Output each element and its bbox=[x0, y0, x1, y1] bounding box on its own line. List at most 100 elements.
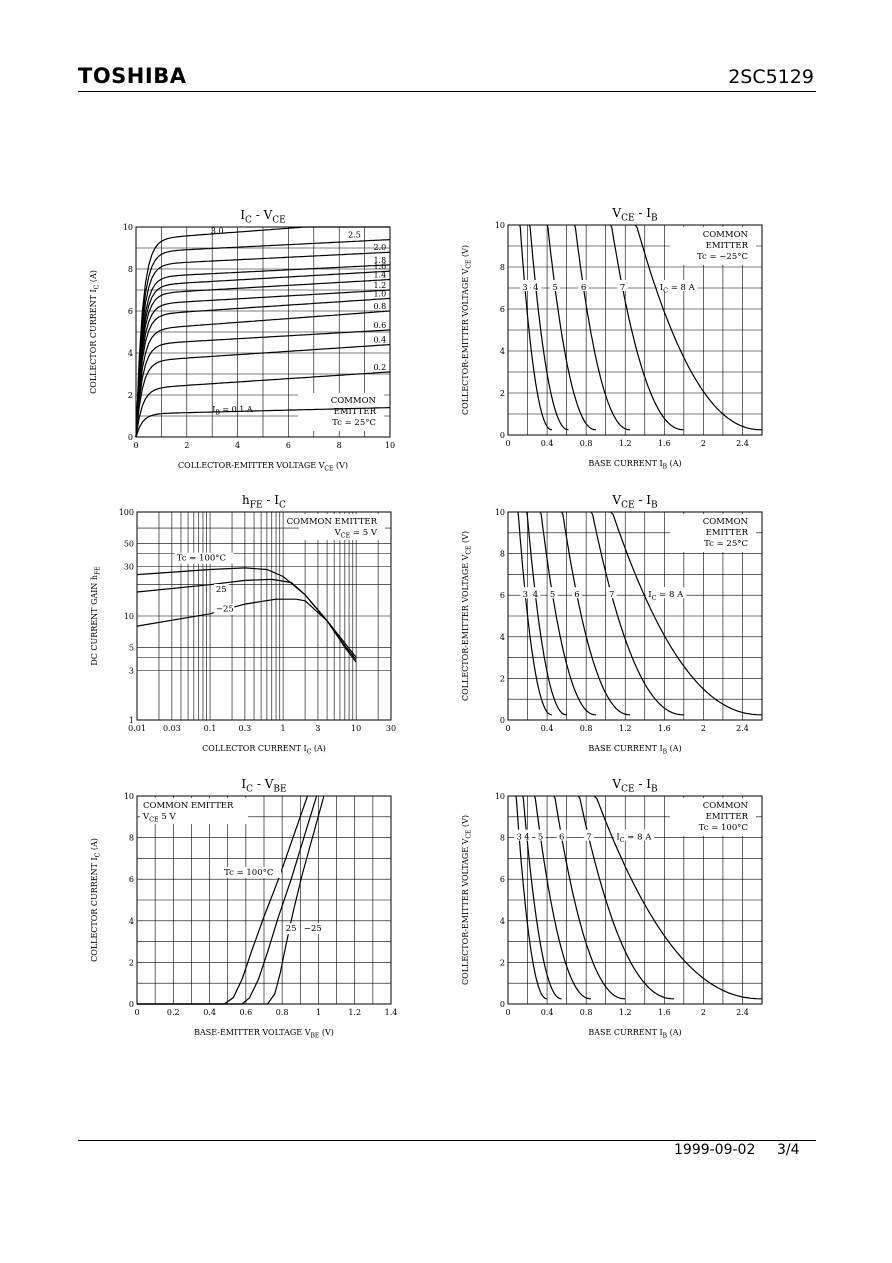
label-bg bbox=[301, 923, 323, 935]
plot-frame bbox=[135, 226, 391, 438]
label-bg bbox=[213, 603, 235, 615]
curves bbox=[136, 567, 357, 663]
series-label: 7 bbox=[586, 833, 591, 843]
part-number: 2SC5129 bbox=[728, 66, 814, 88]
x-tick-label: 0 bbox=[505, 1008, 510, 1017]
x-tick-label: 0.2 bbox=[167, 1008, 180, 1017]
series-label: 7 bbox=[620, 283, 625, 293]
y-tick-label: 0 bbox=[500, 1000, 505, 1009]
label-bg bbox=[514, 829, 525, 841]
curve-0 bbox=[137, 795, 309, 1005]
chart-vce_ib_25: 0 0.4 0.8 1.2 1.6 2 2.4 0 2 4 6 8 10 VCE​ - IB​ BASE C… bbox=[461, 493, 763, 755]
x-tick-label: 1 bbox=[316, 1008, 321, 1017]
y-tick-label: 2 bbox=[500, 674, 505, 683]
x-axis-label: BASE-EMITTER VOLTAGE VBE​ (V) bbox=[194, 1028, 334, 1039]
series-label: 6 bbox=[581, 283, 586, 293]
chart-ic_vce: 0 2 4 6 8 10 0 2 4 6 8 10 IC​ - VCE​ COLLECTOR-EMITTE… bbox=[89, 208, 395, 472]
x-tick-label: 0 bbox=[134, 1008, 139, 1017]
x-tick-label: 0.8 bbox=[580, 1008, 593, 1017]
series-label: 3.0 bbox=[211, 226, 224, 235]
y-tick-label: 30 bbox=[124, 562, 134, 571]
annotation-text: Tc = 25°C bbox=[704, 539, 748, 549]
curve-ic-4 bbox=[528, 224, 569, 431]
annotation-text: VCE​ 5 V bbox=[142, 812, 176, 824]
curve-ic-8 bbox=[593, 795, 762, 1000]
series-label: 0.2 bbox=[373, 363, 386, 372]
curve-ib-0.4 bbox=[135, 344, 391, 438]
chart-title: IC​ - VBE​ bbox=[241, 777, 286, 795]
curve-ic-5 bbox=[546, 224, 596, 431]
curve-1 bbox=[136, 578, 357, 661]
curve-ic-5 bbox=[539, 511, 596, 716]
chart-title: IC​ - VCE​ bbox=[240, 208, 285, 226]
y-tick-label: 1 bbox=[129, 716, 134, 725]
header-rule bbox=[78, 91, 816, 92]
y-axis-label: COLLECTOR-EMITTER VOLTAGE VCE​ (V) bbox=[461, 815, 472, 985]
x-tick-label: 0.8 bbox=[580, 439, 593, 448]
x-tick-label: 3 bbox=[315, 724, 320, 733]
x-tick-label: 0 bbox=[505, 439, 510, 448]
series-label: 1.4 bbox=[373, 271, 386, 280]
brand-logo: TOSHIBA bbox=[78, 64, 187, 88]
x-tick-label: 2 bbox=[184, 441, 189, 450]
series-label: 25 bbox=[216, 585, 227, 595]
y-tick-label: 4 bbox=[129, 917, 134, 926]
x-tick-label: 2.4 bbox=[736, 724, 749, 733]
annotation-text: COMMON bbox=[331, 396, 377, 406]
y-tick-label: 4 bbox=[128, 349, 133, 358]
annotation-text: COMMON bbox=[703, 801, 749, 811]
y-tick-label: 100 bbox=[119, 508, 134, 517]
label-bg bbox=[547, 587, 558, 599]
label-bg bbox=[606, 587, 617, 599]
y-tick-label: 2 bbox=[500, 958, 505, 967]
y-tick-label: 8 bbox=[129, 834, 134, 843]
x-tick-label: 30 bbox=[386, 724, 396, 733]
x-tick-label: 1.6 bbox=[658, 724, 671, 733]
label-bg bbox=[578, 280, 589, 291]
label-bg bbox=[583, 829, 594, 841]
label-bg bbox=[174, 552, 234, 564]
chart-hfe_ic: 0.01 0.03 0.1 0.3 1 3 10 30 1 3 5 10 30 50 100 hFE​ - I… bbox=[90, 493, 396, 755]
x-tick-label: 1.2 bbox=[619, 1008, 632, 1017]
series-label: −25 bbox=[216, 605, 234, 615]
y-tick-label: 4 bbox=[500, 917, 505, 926]
curve-ib-0.1 bbox=[135, 407, 391, 438]
footer-rule bbox=[78, 1140, 816, 1141]
x-tick-label: 6 bbox=[286, 441, 291, 450]
y-tick-label: 6 bbox=[129, 875, 134, 884]
series-label: 3 bbox=[523, 590, 528, 600]
grid bbox=[137, 796, 391, 1004]
x-tick-label: 1.2 bbox=[619, 724, 632, 733]
x-tick-label: 1 bbox=[281, 724, 286, 733]
series-label: 7 bbox=[609, 590, 614, 600]
curve-ib-1.2 bbox=[135, 289, 391, 438]
series-label: 6 bbox=[574, 590, 579, 600]
series-label: IC​ = 8 A bbox=[616, 833, 652, 845]
x-tick-label: 8 bbox=[337, 441, 342, 450]
y-tick-label: 8 bbox=[500, 550, 505, 559]
y-tick-label: 5 bbox=[129, 643, 134, 652]
annotation-text: Tc = 25°C bbox=[332, 418, 376, 428]
x-tick-label: 0.6 bbox=[239, 1008, 252, 1017]
y-tick-label: 10 bbox=[495, 792, 505, 801]
annotation-bg bbox=[298, 393, 384, 431]
label-bg bbox=[646, 587, 687, 599]
y-tick-label: 8 bbox=[500, 834, 505, 843]
x-tick-label: 10 bbox=[385, 441, 395, 450]
plot-frame bbox=[507, 795, 763, 1005]
label-bg bbox=[213, 584, 229, 596]
series-label: 5 bbox=[550, 590, 555, 600]
series-label: 1.6 bbox=[373, 262, 386, 271]
y-axis-label: COLLECTOR-EMITTER VOLTAGE VCE​ (V) bbox=[461, 245, 472, 415]
y-tick-label: 50 bbox=[124, 539, 134, 548]
curve-ib-1.0 bbox=[135, 297, 391, 438]
label-bg bbox=[283, 923, 299, 935]
y-tick-label: 8 bbox=[128, 265, 133, 274]
x-tick-label: 2 bbox=[701, 439, 706, 448]
curve-ib-3.0 bbox=[135, 226, 390, 438]
series-label: 3 bbox=[522, 283, 527, 293]
chart-title: VCE​ - IB​ bbox=[611, 493, 658, 511]
y-tick-label: 6 bbox=[500, 875, 505, 884]
x-tick-label: 0.01 bbox=[128, 724, 146, 733]
series-label: −25 bbox=[304, 924, 322, 934]
